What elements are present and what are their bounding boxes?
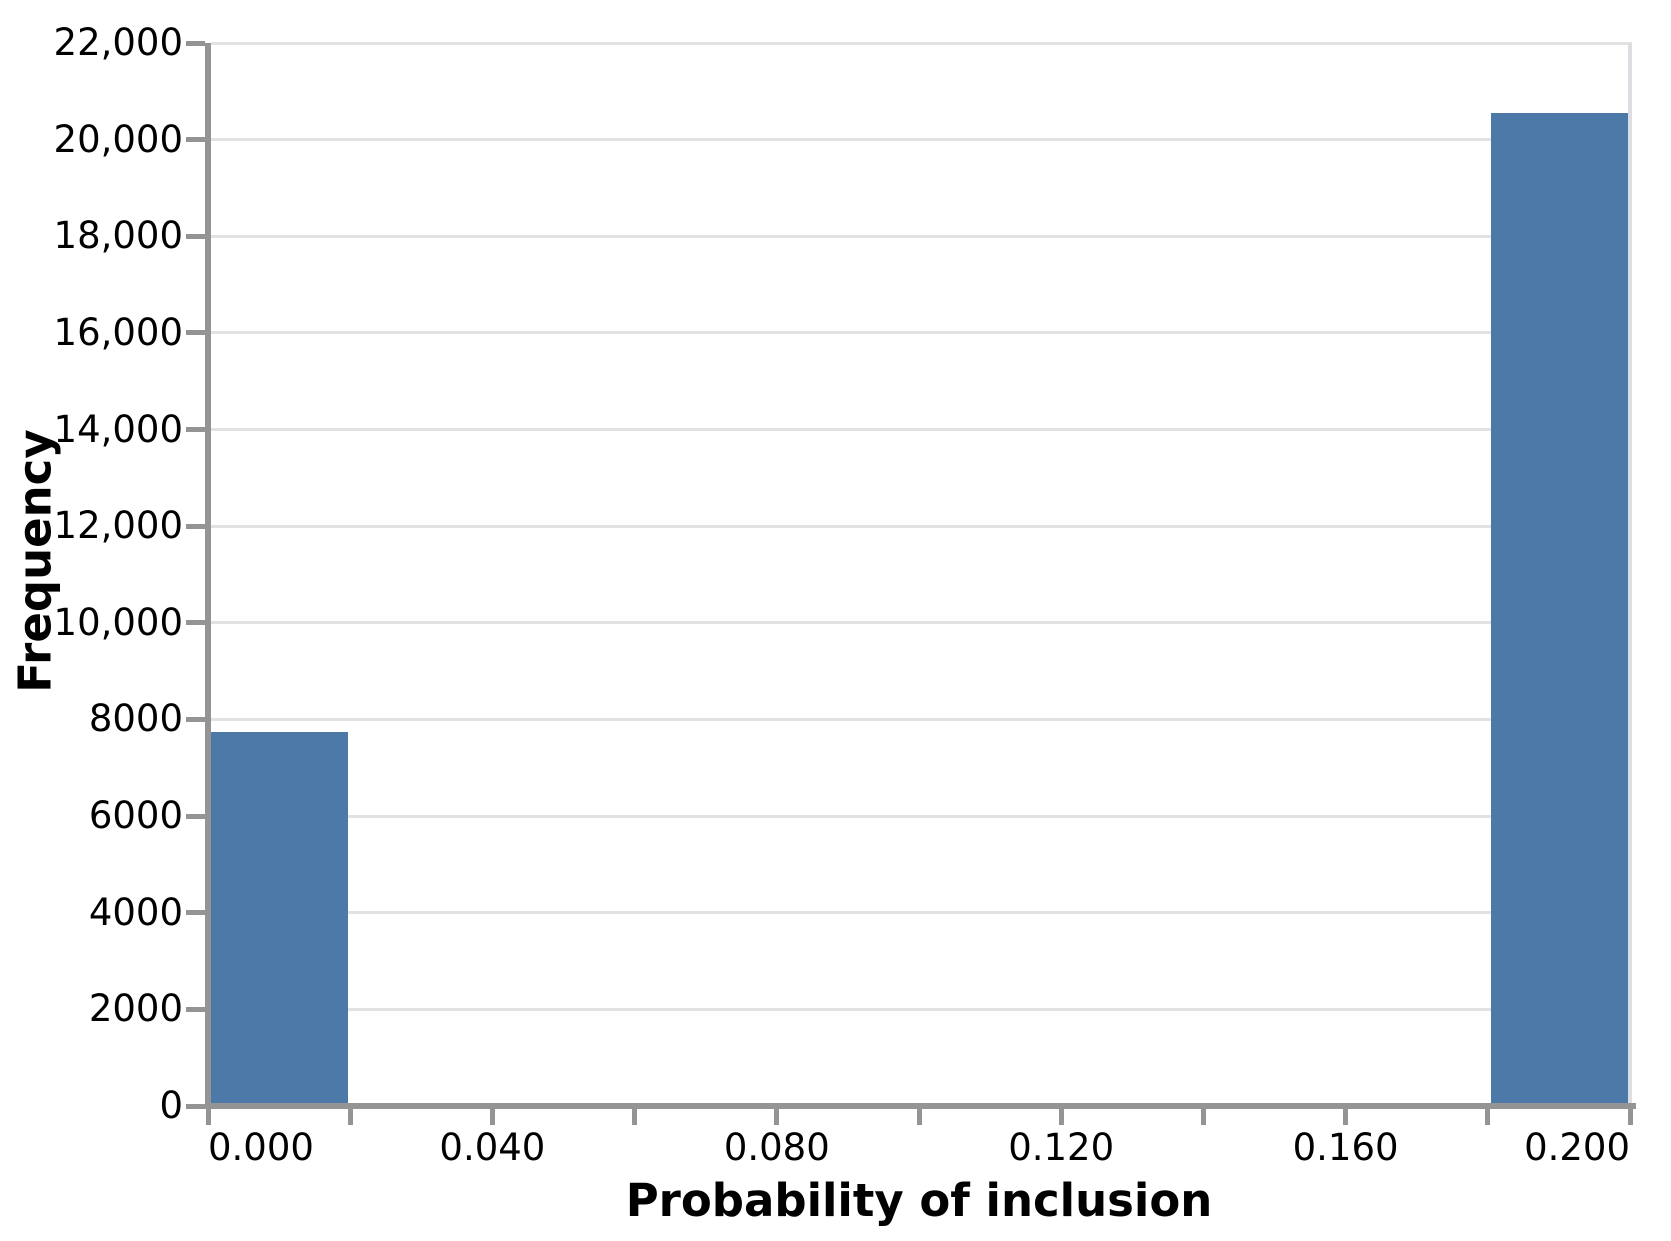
histogram-bar [211, 731, 349, 1106]
h-gridline [211, 911, 1632, 915]
y-tick-label: 14,000 [53, 407, 183, 451]
x-tick [1343, 1109, 1349, 1125]
h-gridline [211, 138, 1632, 142]
histogram-bar [1490, 113, 1628, 1106]
y-tick [186, 1103, 205, 1109]
y-tick [186, 40, 205, 46]
x-tick [916, 1109, 922, 1125]
y-tick [186, 813, 205, 819]
y-tick-label: 18,000 [53, 214, 183, 258]
y-tick-label: 12,000 [53, 504, 183, 548]
x-axis-line [205, 1103, 1636, 1109]
y-axis-title: Frequency [8, 429, 62, 693]
h-gridline [211, 717, 1632, 721]
x-tick-label: 0.120 [1008, 1126, 1115, 1169]
y-tick-label: 22,000 [53, 21, 183, 64]
x-tick [347, 1109, 353, 1125]
x-tick-label: 0.000 [208, 1126, 314, 1169]
h-gridline [211, 331, 1632, 335]
x-tick [1058, 1109, 1064, 1125]
y-tick [186, 137, 205, 143]
y-tick [186, 233, 205, 239]
x-tick [205, 1109, 211, 1125]
y-tick [186, 427, 205, 433]
x-tick-label: 0.080 [723, 1126, 830, 1169]
x-tick [1485, 1109, 1491, 1125]
h-gridline [211, 814, 1632, 818]
h-gridline [211, 234, 1632, 238]
y-tick-label: 20,000 [53, 117, 183, 161]
y-tick-label: 16,000 [53, 310, 183, 354]
y-tick [186, 910, 205, 916]
x-tick-label: 0.200 [1524, 1126, 1630, 1169]
x-tick [1200, 1109, 1206, 1125]
y-tick-label: 4000 [88, 890, 183, 934]
x-tick-label: 0.040 [439, 1126, 546, 1169]
y-tick-label: 8000 [88, 697, 183, 741]
y-tick [186, 716, 205, 722]
x-tick-label: 0.160 [1292, 1126, 1399, 1169]
x-tick [632, 1109, 638, 1125]
x-axis-title: Probability of inclusion [625, 1174, 1213, 1227]
h-gridline [211, 524, 1632, 528]
y-tick [186, 1006, 205, 1012]
y-axis-line [205, 43, 211, 1106]
h-gridline [211, 621, 1632, 625]
y-tick-label: 2000 [88, 987, 183, 1031]
h-gridline [211, 41, 1632, 45]
y-tick-label: 10,000 [53, 600, 183, 644]
x-tick [1627, 1109, 1633, 1125]
y-tick [186, 620, 205, 626]
plot-right-border [1628, 43, 1632, 1106]
y-tick-label: 6000 [88, 794, 183, 838]
x-tick [774, 1109, 780, 1125]
h-gridline [211, 428, 1632, 432]
y-tick-label: 0 [159, 1084, 183, 1127]
x-tick [489, 1109, 495, 1125]
y-tick [186, 523, 205, 529]
h-gridline [211, 1007, 1632, 1011]
y-tick [186, 330, 205, 336]
